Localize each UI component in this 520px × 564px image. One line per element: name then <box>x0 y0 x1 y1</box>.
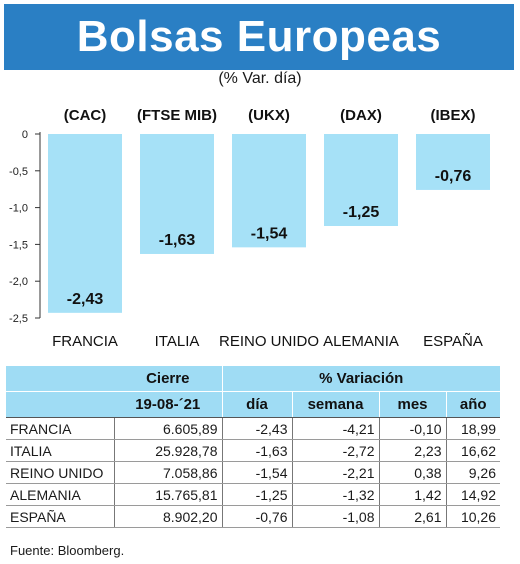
row-country: ESPAÑA <box>6 505 114 528</box>
row-day: -1,25 <box>221 483 292 506</box>
header-month: mes <box>378 391 446 418</box>
row-day: -0,76 <box>221 505 292 528</box>
index-label: (UKX) <box>248 107 290 124</box>
row-week: -2,72 <box>291 439 379 462</box>
header-blank <box>6 366 114 392</box>
row-year: 9,26 <box>445 461 500 484</box>
index-label: (DAX) <box>340 107 382 124</box>
bar <box>324 134 398 226</box>
y-tick-label: -0,5 <box>9 166 28 178</box>
table-row: ITALIA 25.928,78 -1,63 -2,72 2,23 16,62 <box>6 439 500 462</box>
value-label: -2,43 <box>67 291 104 308</box>
table-row: REINO UNIDO 7.058,86 -1,54 -2,21 0,38 9,… <box>6 461 500 484</box>
header-blank-2 <box>6 391 114 418</box>
category-label: REINO UNIDO <box>219 333 319 350</box>
row-day: -1,63 <box>221 439 292 462</box>
value-label: -1,25 <box>343 204 380 221</box>
y-tick-label: -1,0 <box>9 203 28 215</box>
index-label: (CAC) <box>64 107 107 124</box>
chart-title: Bolsas Europeas <box>76 12 442 61</box>
row-week: -1,32 <box>291 483 379 506</box>
header-date: 19-08-´21 <box>114 391 222 418</box>
row-close: 15.765,81 <box>113 483 222 506</box>
row-month: -0,10 <box>378 417 446 440</box>
table-row: ALEMANIA 15.765,81 -1,25 -1,32 1,42 14,9… <box>6 483 500 506</box>
row-close: 6.605,89 <box>113 417 222 440</box>
row-country: ITALIA <box>6 439 114 462</box>
header-day: día <box>221 391 292 418</box>
row-country: REINO UNIDO <box>6 461 114 484</box>
row-year: 18,99 <box>445 417 500 440</box>
value-label: -1,54 <box>251 225 288 242</box>
table-row: ESPAÑA 8.902,20 -0,76 -1,08 2,61 10,26 <box>6 505 500 528</box>
row-year: 14,92 <box>445 483 500 506</box>
y-tick-label: 0 <box>22 129 28 141</box>
row-month: 1,42 <box>378 483 446 506</box>
row-month: 2,23 <box>378 439 446 462</box>
y-tick-label: -1,5 <box>9 239 28 251</box>
y-tick-label: -2,5 <box>9 313 28 325</box>
header-year: año <box>445 391 500 418</box>
header-close: Cierre <box>114 366 222 392</box>
quotes-table: Cierre % Variación 19-08-´21 día semana … <box>6 366 500 528</box>
row-close: 25.928,78 <box>113 439 222 462</box>
row-close: 8.902,20 <box>113 505 222 528</box>
header-variation: % Variación <box>221 366 500 392</box>
bar <box>140 134 214 254</box>
value-label: -0,76 <box>435 168 472 185</box>
row-close: 7.058,86 <box>113 461 222 484</box>
category-label: ALEMANIA <box>323 333 399 350</box>
category-label: ITALIA <box>155 333 200 350</box>
bar <box>232 134 306 248</box>
index-label: (IBEX) <box>431 107 476 124</box>
row-country: ALEMANIA <box>6 483 114 506</box>
row-year: 16,62 <box>445 439 500 462</box>
row-year: 10,26 <box>445 505 500 528</box>
title-banner: Bolsas Europeas <box>4 4 514 70</box>
row-day: -2,43 <box>221 417 292 440</box>
table-row: FRANCIA 6.605,89 -2,43 -4,21 -0,10 18,99 <box>6 417 500 440</box>
bar <box>416 134 490 190</box>
y-tick-label: -2,0 <box>9 276 28 288</box>
category-label: FRANCIA <box>52 333 118 350</box>
category-label: ESPAÑA <box>423 333 483 350</box>
row-month: 0,38 <box>378 461 446 484</box>
bar <box>48 134 122 313</box>
source-note: Fuente: Bloomberg. <box>10 543 125 558</box>
row-week: -2,21 <box>291 461 379 484</box>
row-country: FRANCIA <box>6 417 114 440</box>
row-day: -1,54 <box>221 461 292 484</box>
header-week: semana <box>291 391 379 418</box>
row-month: 2,61 <box>378 505 446 528</box>
row-week: -1,08 <box>291 505 379 528</box>
index-label: (FTSE MIB) <box>137 107 217 124</box>
bar-chart: 0 -0,5 -1,0 -1,5 -2,0 -2,5 (CAC) -2,43 FRANCIA (F… <box>9 107 490 350</box>
value-label: -1,63 <box>159 232 196 249</box>
row-week: -4,21 <box>291 417 379 440</box>
chart-subtitle: (% Var. día) <box>218 70 302 87</box>
